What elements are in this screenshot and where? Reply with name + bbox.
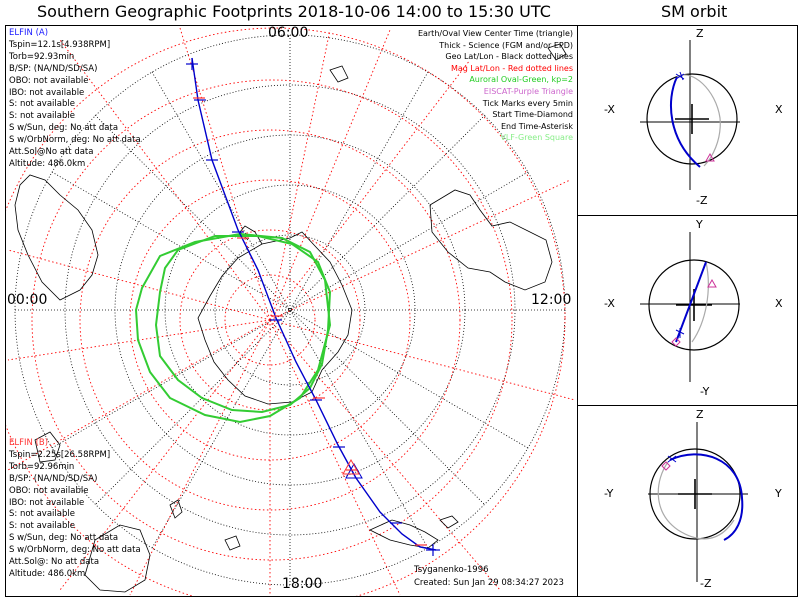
orbit-panel-yz-frame	[577, 405, 798, 597]
elfin-b-line: IBO: not available	[9, 497, 85, 508]
elfin-a-line: B/SP: (NA/ND/SD/SA)	[9, 63, 98, 74]
elfin-b-line: S w/Sun, deg: No att data	[9, 533, 119, 544]
elfin-b-info: ELFIN (B) Tspin=2.25s[26.58RPM] Torb=92.…	[9, 438, 141, 581]
elfin-a-ticks	[186, 58, 440, 556]
panel1-top-label: Z	[696, 27, 704, 40]
elfin-b-line: Altitude: 486.0km	[9, 568, 86, 579]
mag-grid	[6, 27, 576, 596]
elfin-a-name: ELFIN (A)	[9, 28, 49, 38]
panel1-bottom-label: -Z	[696, 194, 708, 207]
clock-label-top: 06:00	[268, 25, 309, 41]
elfin-a-track	[191, 57, 437, 551]
panel2-left-label: -X	[604, 297, 615, 310]
orbit-panel-title: SM orbit	[661, 2, 728, 21]
legend-item: End Time-Asterisk	[500, 121, 573, 131]
legend-item: EISCAT-Purple Triangle	[483, 86, 573, 96]
legend-item: Tick Marks every 5min	[482, 98, 573, 108]
elfin-a-line: S: not available	[9, 111, 75, 122]
main-title: Southern Geographic Footprints 2018-10-0…	[37, 2, 551, 21]
elfin-a-line: Att.Sol@No att data	[9, 147, 94, 158]
elfin-b-line: S w/OrbNorm, deg: No att data	[9, 545, 141, 556]
panel1-right-label: X	[775, 103, 783, 116]
panel3-bottom-label: -Z	[700, 577, 712, 590]
legend-item: Auroral Oval-Green, kp=2	[469, 75, 573, 85]
elfin-b-line: Torb=92.96min	[9, 461, 75, 472]
panel3-right-label: Y	[775, 487, 782, 500]
elfin-a-info: ELFIN (A) Tspin=12.1s[4.938RPM] Torb=92.…	[9, 28, 141, 171]
panel2-top-label: Y	[696, 218, 703, 231]
legend-item: Start Time-Diamond	[492, 110, 573, 120]
legend: Earth/Oval View Center Time (triangle) T…	[418, 28, 573, 144]
legend-item: Geo Lat/Lon - Black dotted lines	[445, 52, 573, 62]
elfin-a-line: S w/Sun, deg: No att data	[9, 123, 119, 134]
view-center-triangle	[345, 462, 363, 479]
elfin-a-line: Torb=92.93min	[9, 51, 75, 62]
orbit-panel-xy	[640, 232, 740, 382]
panel1-left-label: -X	[604, 103, 615, 116]
elfin-b-line: B/SP: (NA/ND/SD/SA)	[9, 473, 98, 484]
model-label: Tsyganenko-1996	[414, 565, 489, 575]
elfin-a-line: S w/OrbNorm, deg: No att data	[9, 135, 141, 146]
elfin-a-line: Tspin=12.1s[4.938RPM]	[9, 39, 111, 50]
orbit-panel-xz	[640, 40, 740, 190]
clock-label-bottom: 18:00	[282, 576, 323, 592]
panel3-top-label: Z	[696, 408, 704, 421]
elfin-b-line: Att.Sol@: No att data	[9, 557, 100, 568]
legend-item: Earth/Oval View Center Time (triangle)	[417, 29, 573, 38]
coastlines	[14, 43, 567, 593]
elfin-b-line: S: not available	[9, 509, 75, 520]
auroral-oval	[134, 232, 332, 424]
elfin-a-line: S: not available	[9, 99, 75, 110]
elfin-a-line: OBO: not available	[9, 75, 89, 86]
legend-item: Mag Lat/Lon - Red dotted lines	[450, 63, 573, 73]
elfin-b-line: OBO: not available	[9, 485, 89, 496]
elfin-b-line: S: not available	[9, 521, 75, 532]
elfin-a-line: Altitude: 486.0km	[9, 158, 86, 169]
created-label: Created: Sun Jan 29 08:34:27 2023	[414, 578, 564, 588]
legend-item: VLF-Green Square	[500, 133, 573, 143]
elfin-b-name: ELFIN (B)	[9, 438, 49, 448]
elfin-b-line: Tspin=2.25s[26.58RPM]	[9, 449, 111, 460]
panel2-bottom-label: -Y	[700, 385, 710, 398]
elfin-b-ticks	[193, 97, 427, 546]
orbit-panel-yz	[648, 422, 748, 582]
clock-label-right: 12:00	[531, 292, 572, 308]
panel2-right-label: X	[775, 297, 783, 310]
legend-item: Thick - Science (FGM and/or EPD)	[439, 40, 573, 50]
view-center-triangle-b	[342, 458, 360, 475]
clock-label-left: 00:00	[7, 292, 48, 308]
elfin-a-line: IBO: not available	[9, 87, 85, 98]
panel3-left-label: -Y	[604, 487, 614, 500]
